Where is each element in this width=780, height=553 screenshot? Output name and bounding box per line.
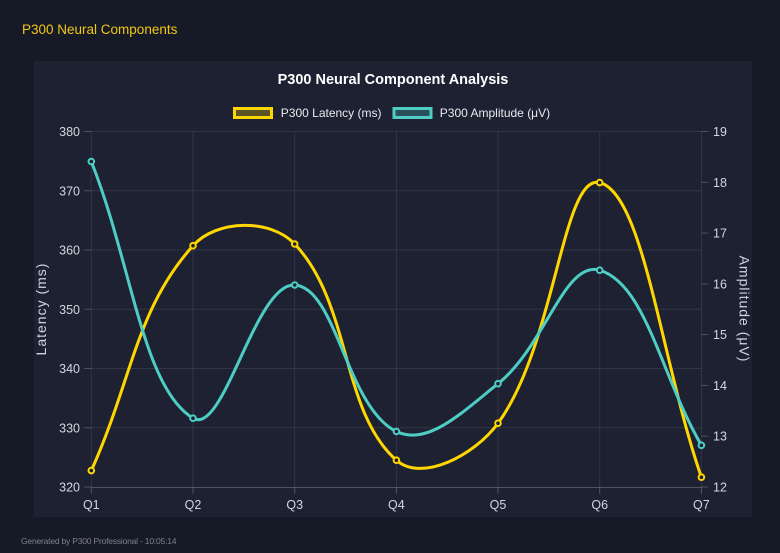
svg-text:18: 18 [713, 176, 727, 190]
svg-text:Q1: Q1 [83, 498, 100, 512]
svg-text:Q5: Q5 [490, 498, 507, 512]
svg-text:370: 370 [59, 184, 80, 198]
svg-text:15: 15 [713, 328, 727, 342]
svg-text:16: 16 [713, 277, 727, 291]
svg-text:Q3: Q3 [286, 498, 303, 512]
svg-text:P300 Latency (ms): P300 Latency (ms) [281, 106, 382, 120]
svg-text:Latency (ms): Latency (ms) [34, 263, 49, 356]
svg-text:Q2: Q2 [185, 498, 202, 512]
svg-text:350: 350 [59, 303, 80, 317]
svg-text:14: 14 [713, 379, 727, 393]
svg-text:360: 360 [59, 244, 80, 258]
svg-text:380: 380 [59, 125, 80, 139]
svg-text:P300 Neural Component Analysis: P300 Neural Component Analysis [278, 72, 509, 88]
svg-text:13: 13 [713, 430, 727, 444]
svg-text:330: 330 [59, 421, 80, 435]
svg-text:340: 340 [59, 362, 80, 376]
svg-text:Q7: Q7 [693, 498, 710, 512]
svg-text:19: 19 [713, 125, 727, 139]
svg-text:Q4: Q4 [388, 498, 405, 512]
svg-text:17: 17 [713, 227, 727, 241]
svg-text:12: 12 [713, 481, 727, 495]
svg-text:Amplitude (μV): Amplitude (μV) [737, 256, 753, 363]
svg-text:P300 Amplitude (μV): P300 Amplitude (μV) [440, 106, 550, 120]
svg-text:Q6: Q6 [591, 498, 608, 512]
svg-text:320: 320 [59, 481, 80, 495]
